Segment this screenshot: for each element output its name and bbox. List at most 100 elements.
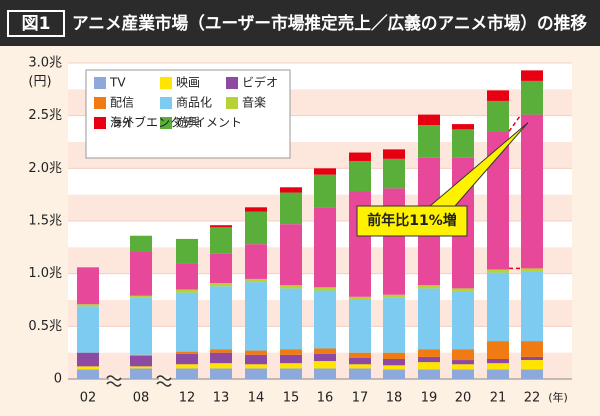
bar-segment [245, 354, 267, 365]
bar-segment [452, 129, 474, 158]
legend-label: 映画 [176, 76, 200, 90]
bar-segment [521, 114, 543, 269]
bar-segment [487, 100, 509, 132]
bar-segment [314, 174, 336, 208]
bar-segment [130, 368, 152, 379]
bar-segment [314, 348, 336, 354]
bar-segment [77, 306, 99, 353]
bar-segment [245, 282, 267, 351]
bar-segment [418, 356, 440, 363]
x-tick-label: 02 [80, 391, 97, 406]
bar-segment [210, 227, 232, 254]
y-tick-label: 2.0兆 [28, 161, 62, 176]
bar-segment [77, 267, 99, 305]
axis-break-bg [109, 375, 119, 387]
bar-segment [245, 364, 267, 369]
bar-segment [349, 160, 371, 192]
bar-segment [383, 149, 405, 159]
bar-segment [418, 369, 440, 379]
y-tick-label: 3.0兆 [28, 56, 62, 71]
bar-segment [487, 363, 509, 370]
bar-segment [314, 290, 336, 349]
bar-segment [280, 285, 302, 289]
legend-label: 配信 [110, 96, 134, 110]
bar-segment [77, 304, 99, 307]
bar-segment [487, 131, 509, 270]
bar-segment [314, 361, 336, 369]
bar-segment [210, 286, 232, 350]
figure-label-box [7, 10, 65, 37]
bar-segment [452, 291, 474, 350]
bar-segment [521, 369, 543, 379]
legend-label: 商品化 [176, 95, 212, 110]
bar-segment [487, 341, 509, 359]
bar-segment [487, 369, 509, 379]
bar-segment [130, 251, 152, 296]
x-tick-label: 20 [455, 391, 472, 406]
x-tick-label: 08 [133, 391, 150, 406]
bar-segment [349, 152, 371, 161]
legend-label: 遊興 [176, 115, 200, 130]
bar-segment [210, 283, 232, 287]
bar-segment [349, 352, 371, 358]
bar-segment [521, 70, 543, 81]
bar-segment [314, 368, 336, 379]
x-tick-label: 12 [179, 391, 196, 406]
bar-segment [349, 296, 371, 300]
bar-segment [383, 358, 405, 366]
x-tick-label: 15 [283, 391, 300, 406]
bar-segment [418, 285, 440, 289]
legend-swatch [94, 97, 106, 109]
bar-segment [176, 289, 198, 293]
bar-segment [487, 358, 509, 364]
bar-segment [176, 368, 198, 379]
y-tick-label: 2.5兆 [28, 108, 62, 123]
y-tick-label: 1.0兆 [28, 266, 62, 281]
x-tick-label: 16 [317, 391, 334, 406]
title-bar [0, 0, 600, 46]
legend-swatch [226, 97, 238, 109]
x-tick-label: 22 [524, 391, 541, 406]
x-tick-label: 21 [490, 391, 507, 406]
bar-segment [314, 353, 336, 362]
bar-segment [280, 354, 302, 364]
bar-segment [349, 357, 371, 365]
callout-dash [508, 114, 522, 132]
bar-segment [245, 211, 267, 245]
bar-segment [176, 351, 198, 354]
bar-segment [130, 354, 152, 356]
legend-swatch [226, 77, 238, 89]
bar-segment [280, 363, 302, 369]
bar-segment [452, 349, 474, 361]
legend-swatch [94, 117, 106, 129]
bar-segment [280, 224, 302, 286]
bar-segment [77, 366, 99, 370]
bar-segment [383, 158, 405, 189]
bar-segment [521, 341, 543, 357]
bar-segment [383, 352, 405, 359]
bar-segment [245, 350, 267, 355]
legend-label: 音楽 [242, 95, 266, 110]
bar-segment [383, 297, 405, 353]
bar-segment [452, 124, 474, 130]
legend-label: TV [109, 76, 126, 90]
x-tick-label: 19 [421, 391, 438, 406]
bar-segment [210, 253, 232, 284]
bar-segment [349, 368, 371, 379]
bar-segment [452, 364, 474, 370]
x-tick-label: 17 [352, 391, 369, 406]
bar-segment [245, 244, 267, 279]
bar-segment [176, 238, 198, 264]
bar-segment [130, 355, 152, 367]
bar-segment [130, 366, 152, 369]
bar-segment [210, 368, 232, 379]
axis-break [106, 375, 122, 387]
legend-label: 海外 [110, 115, 134, 130]
figure-label: 図1 [22, 14, 51, 34]
bar-segment [418, 288, 440, 350]
x-tick-label: 14 [248, 391, 265, 406]
bar-segment [176, 364, 198, 369]
bar-segment [383, 294, 405, 298]
bar-segment [418, 349, 440, 357]
